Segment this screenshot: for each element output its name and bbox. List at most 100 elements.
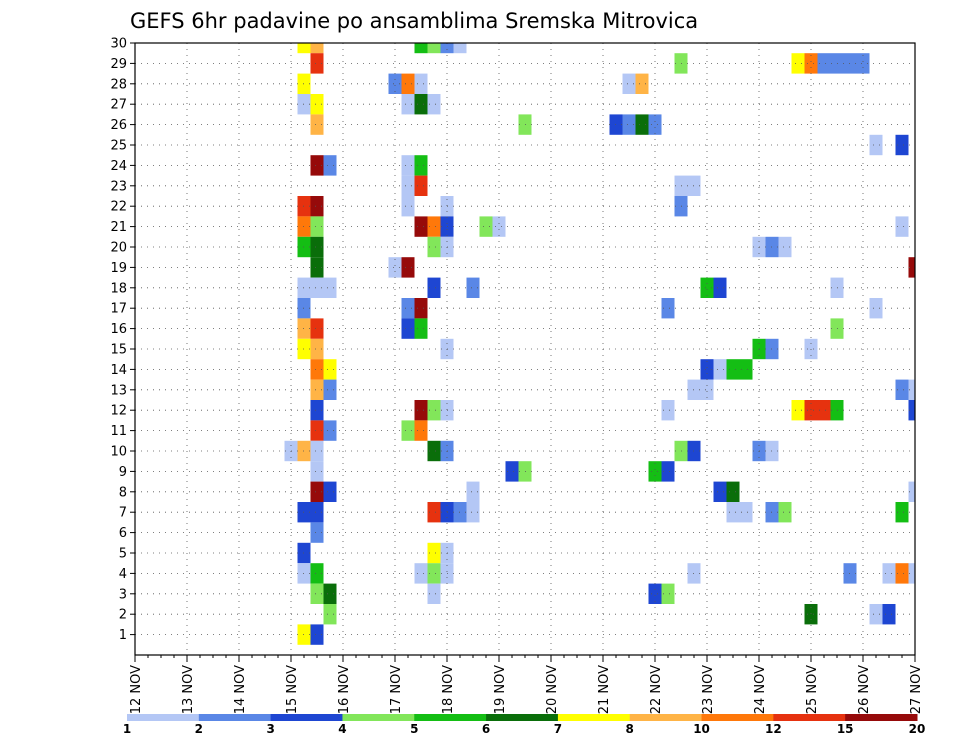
colorbar-label-11: 20	[909, 722, 926, 736]
cell-76	[661, 298, 675, 319]
cell-131	[466, 481, 480, 502]
cell-165	[323, 604, 337, 625]
cell-124	[310, 461, 324, 482]
cell-114	[414, 420, 428, 441]
y-tick-label-11: 11	[110, 424, 127, 439]
colorbar-segment-8	[701, 714, 774, 721]
colorbar-segment-6	[557, 714, 631, 721]
cell-142	[739, 502, 753, 523]
cell-48	[414, 216, 428, 237]
cell-127	[648, 461, 662, 482]
colorbar-segment-2	[270, 714, 343, 721]
cell-67	[323, 277, 337, 298]
y-tick-label-12: 12	[110, 404, 127, 419]
y-tick-label-10: 10	[110, 445, 127, 460]
y-tick-label-9: 9	[119, 465, 127, 480]
cell-49	[427, 216, 441, 237]
cell-35	[401, 155, 415, 176]
cell-160	[310, 583, 324, 604]
colorbar-label-6: 7	[554, 722, 562, 736]
cell-43	[401, 196, 415, 217]
cell-70	[700, 277, 714, 298]
cell-31	[869, 134, 883, 156]
cell-80	[401, 318, 415, 339]
cell-56	[427, 236, 441, 258]
y-tick-label-26: 26	[110, 118, 127, 133]
grid-layer	[135, 43, 915, 655]
cell-69	[466, 277, 480, 298]
cell-99	[895, 379, 909, 400]
cell-166	[804, 604, 818, 625]
y-tick-label-5: 5	[119, 547, 127, 562]
cell-93	[726, 359, 740, 380]
y-tick-label-18: 18	[110, 281, 127, 296]
cell-61	[310, 257, 324, 278]
cell-140	[466, 502, 480, 523]
x-tick-label-5: 17 NOV	[389, 665, 404, 714]
x-tick-label-9: 21 NOV	[597, 665, 612, 714]
colorbar-segment-0	[127, 714, 200, 721]
cell-0	[297, 43, 311, 54]
y-tick-label-20: 20	[110, 241, 127, 256]
cell-133	[726, 481, 740, 502]
cell-4	[440, 43, 454, 54]
cell-113	[401, 420, 415, 441]
cell-98	[700, 379, 714, 400]
cell-134	[908, 481, 915, 502]
cell-47	[310, 216, 324, 237]
y-tick-label-30: 30	[110, 37, 127, 52]
cell-118	[427, 440, 441, 462]
cell-68	[427, 277, 441, 298]
cell-42	[310, 196, 324, 217]
y-tick-label-19: 19	[110, 261, 127, 276]
cell-112	[323, 420, 337, 441]
y-tick-label-3: 3	[119, 587, 127, 602]
cell-162	[427, 583, 441, 604]
cell-25	[310, 114, 324, 135]
cell-146	[310, 522, 324, 543]
colorbar-label-9: 12	[765, 722, 782, 736]
cell-170	[310, 624, 324, 645]
cell-18	[622, 73, 636, 94]
x-tick-label-8: 20 NOV	[545, 665, 560, 714]
chart-title: GEFS 6hr padavine po ansamblima Sremska …	[130, 9, 698, 33]
y-tick-label-7: 7	[119, 506, 127, 521]
cell-157	[882, 563, 896, 584]
y-tick-label-4: 4	[119, 567, 127, 582]
x-tick-label-11: 23 NOV	[701, 665, 716, 714]
y-tick-label-15: 15	[110, 343, 127, 358]
colorbar-segment-1	[198, 714, 272, 721]
cell-144	[778, 502, 792, 523]
x-tick-label-1: 13 NOV	[181, 665, 196, 714]
cell-106	[791, 400, 805, 421]
colorbar-segment-7	[629, 714, 703, 721]
cell-141	[726, 502, 740, 523]
cell-168	[882, 604, 896, 625]
cell-13	[856, 53, 870, 74]
cell-23	[414, 94, 428, 115]
cell-89	[310, 359, 324, 380]
x-tick-label-7: 19 NOV	[493, 665, 508, 714]
colorbar-label-5: 6	[482, 722, 490, 736]
cell-16	[401, 73, 415, 94]
x-tick-label-14: 26 NOV	[857, 665, 872, 714]
cell-30	[648, 114, 662, 135]
cell-163	[648, 583, 662, 604]
cell-22	[401, 94, 415, 115]
colorbar-segment-5	[486, 714, 559, 721]
y-tick-label-16: 16	[110, 322, 127, 337]
cell-136	[310, 502, 324, 523]
cell-28	[622, 114, 636, 135]
cell-102	[414, 400, 428, 421]
colorbar-segment-10	[845, 714, 918, 721]
x-tick-label-10: 22 NOV	[649, 665, 664, 714]
cell-66	[310, 277, 324, 298]
cell-152	[414, 563, 428, 584]
cell-151	[310, 563, 324, 584]
y-tick-label-17: 17	[110, 302, 127, 317]
cell-94	[739, 359, 753, 380]
cell-34	[323, 155, 337, 176]
cell-103	[427, 400, 441, 421]
y-tick-label-21: 21	[110, 220, 127, 235]
